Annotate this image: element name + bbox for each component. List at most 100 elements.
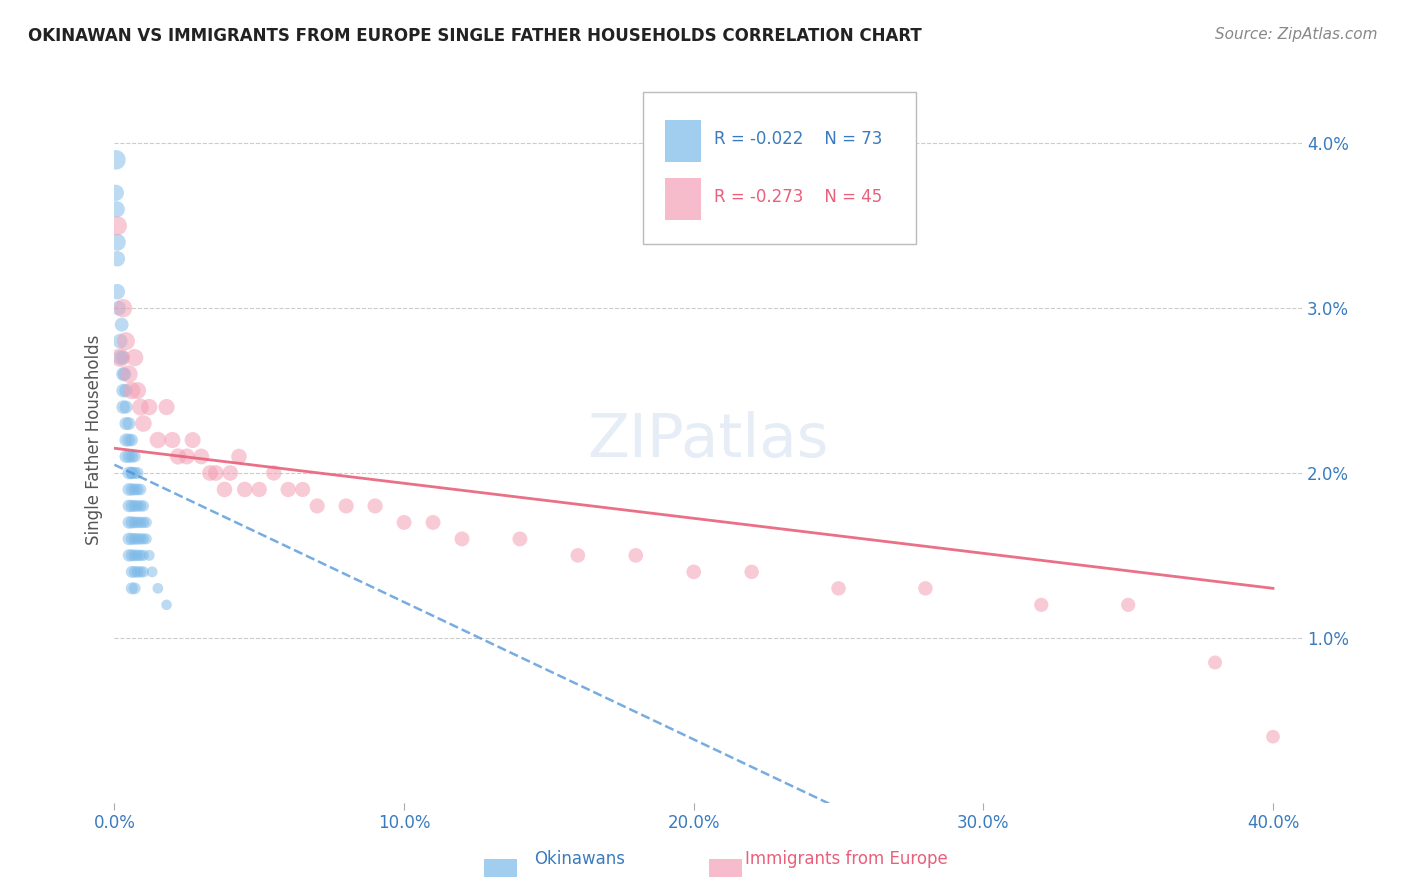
Point xyxy=(263,466,285,480)
Text: OKINAWAN VS IMMIGRANTS FROM EUROPE SINGLE FATHER HOUSEHOLDS CORRELATION CHART: OKINAWAN VS IMMIGRANTS FROM EUROPE SINGL… xyxy=(28,27,922,45)
Point xyxy=(914,582,936,596)
Text: ZIPatlas: ZIPatlas xyxy=(588,410,830,469)
Point xyxy=(107,301,129,315)
Point xyxy=(124,582,146,596)
FancyBboxPatch shape xyxy=(643,92,915,244)
Point xyxy=(127,466,149,480)
Point xyxy=(277,483,299,497)
Point xyxy=(124,565,146,579)
Point xyxy=(827,582,849,596)
Point xyxy=(127,532,149,546)
Point xyxy=(214,483,236,497)
Point xyxy=(114,367,136,381)
Point xyxy=(682,565,704,579)
Point xyxy=(127,549,149,563)
Point xyxy=(228,450,250,464)
Text: R = -0.022    N = 73: R = -0.022 N = 73 xyxy=(714,130,883,148)
Point xyxy=(124,532,146,546)
Point xyxy=(121,466,143,480)
Text: Source: ZipAtlas.com: Source: ZipAtlas.com xyxy=(1215,27,1378,42)
Point xyxy=(132,565,155,579)
Point xyxy=(146,433,169,447)
Point xyxy=(233,483,256,497)
Point xyxy=(219,466,242,480)
Point xyxy=(115,417,138,431)
Point xyxy=(127,516,149,530)
Point xyxy=(112,367,135,381)
Point xyxy=(741,565,763,579)
Point xyxy=(111,318,134,332)
Point xyxy=(1261,730,1284,744)
Point xyxy=(121,450,143,464)
Point xyxy=(176,450,198,464)
Point xyxy=(124,351,146,365)
Point xyxy=(115,450,138,464)
Point xyxy=(146,582,169,596)
Text: R = -0.273    N = 45: R = -0.273 N = 45 xyxy=(714,188,883,206)
Point xyxy=(127,565,149,579)
Point xyxy=(115,433,138,447)
Point xyxy=(132,549,155,563)
Point xyxy=(121,549,143,563)
FancyBboxPatch shape xyxy=(665,178,702,219)
Point xyxy=(132,499,155,513)
Point xyxy=(181,433,204,447)
Point xyxy=(118,433,141,447)
Point xyxy=(1116,598,1139,612)
Point xyxy=(108,334,131,348)
Point xyxy=(121,565,143,579)
Point xyxy=(129,499,152,513)
Point xyxy=(118,549,141,563)
Point xyxy=(141,565,163,579)
Point xyxy=(124,549,146,563)
Point xyxy=(118,483,141,497)
Point xyxy=(118,367,141,381)
Point xyxy=(104,186,127,200)
Point xyxy=(118,499,141,513)
Point xyxy=(118,450,141,464)
Point xyxy=(121,582,143,596)
Point xyxy=(121,516,143,530)
Point xyxy=(204,466,226,480)
Point xyxy=(162,433,184,447)
Point xyxy=(247,483,270,497)
Point xyxy=(124,499,146,513)
Point xyxy=(138,549,160,563)
Point xyxy=(112,301,135,315)
Point xyxy=(108,351,131,365)
Point xyxy=(121,499,143,513)
Point xyxy=(112,351,135,365)
Point xyxy=(124,466,146,480)
Point xyxy=(105,285,128,299)
Point xyxy=(105,252,128,266)
Point xyxy=(112,384,135,398)
Point xyxy=(155,400,177,414)
Point xyxy=(335,499,357,513)
Point xyxy=(129,483,152,497)
Point xyxy=(124,450,146,464)
Point xyxy=(121,466,143,480)
Point xyxy=(115,334,138,348)
Point xyxy=(129,549,152,563)
Point xyxy=(1031,598,1053,612)
Point xyxy=(121,384,143,398)
Point xyxy=(129,565,152,579)
Point xyxy=(567,549,589,563)
Point xyxy=(105,219,128,233)
Point xyxy=(121,483,143,497)
Text: Immigrants from Europe: Immigrants from Europe xyxy=(745,850,948,868)
Point xyxy=(129,400,152,414)
Point xyxy=(392,516,415,530)
Point xyxy=(509,532,531,546)
Point xyxy=(118,532,141,546)
Text: Okinawans: Okinawans xyxy=(534,850,626,868)
Point xyxy=(307,499,329,513)
Point xyxy=(115,384,138,398)
Point xyxy=(124,483,146,497)
Point xyxy=(155,598,177,612)
Point xyxy=(124,516,146,530)
Point xyxy=(104,153,127,167)
Point xyxy=(108,351,131,365)
Point xyxy=(167,450,190,464)
Point xyxy=(190,450,212,464)
